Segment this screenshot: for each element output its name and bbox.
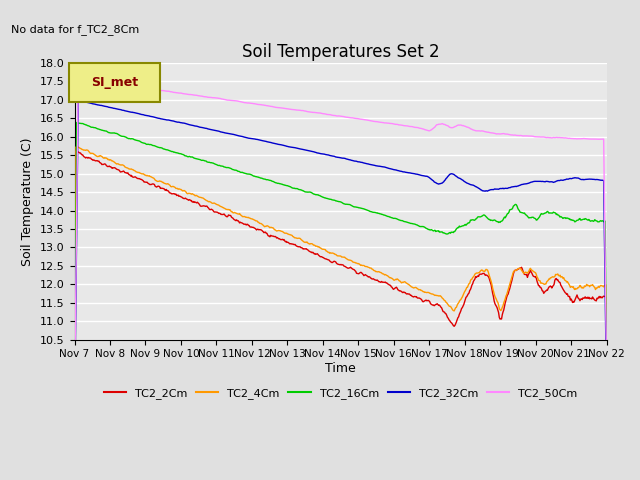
Title: Soil Temperatures Set 2: Soil Temperatures Set 2 bbox=[242, 43, 440, 61]
X-axis label: Time: Time bbox=[325, 362, 356, 375]
FancyBboxPatch shape bbox=[69, 63, 159, 102]
Text: SI_met: SI_met bbox=[91, 76, 138, 89]
Legend: TC2_2Cm, TC2_4Cm, TC2_16Cm, TC2_32Cm, TC2_50Cm: TC2_2Cm, TC2_4Cm, TC2_16Cm, TC2_32Cm, TC… bbox=[99, 384, 582, 403]
Text: No data for f_TC2_8Cm: No data for f_TC2_8Cm bbox=[11, 24, 139, 35]
Y-axis label: Soil Temperature (C): Soil Temperature (C) bbox=[22, 137, 35, 265]
